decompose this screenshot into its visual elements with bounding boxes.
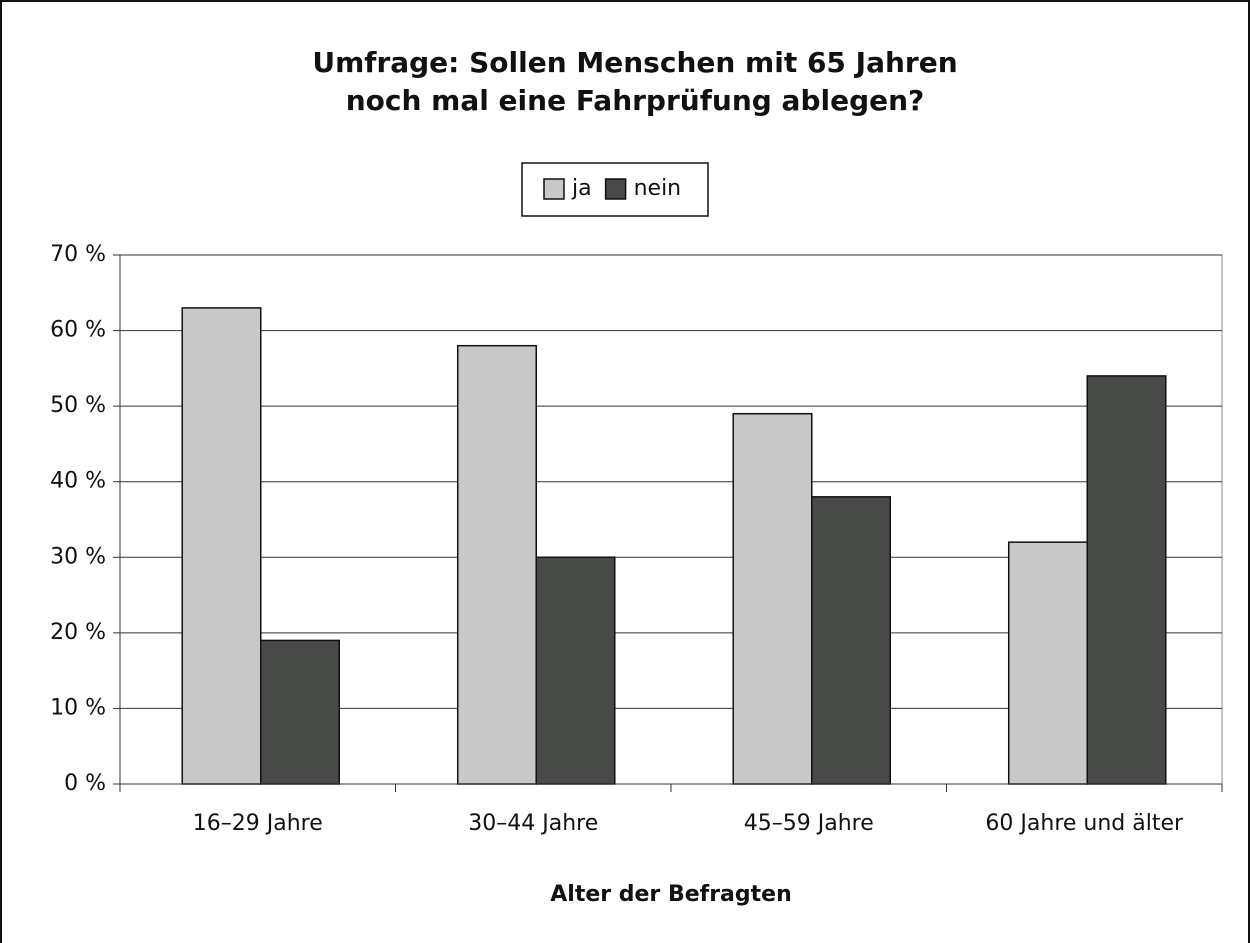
bar	[811, 496, 892, 785]
bar	[181, 307, 262, 785]
bar	[456, 344, 538, 785]
bar	[535, 556, 616, 785]
y-tick-label: 10 %	[50, 695, 106, 720]
x-tick-label: 30–44 Jahre	[468, 811, 598, 836]
legend-label: ja	[571, 176, 592, 201]
x-tick-label: 45–59 Jahre	[744, 811, 874, 836]
bar	[1007, 541, 1088, 785]
y-tick-label: 40 %	[50, 469, 106, 494]
y-tick-label: 20 %	[50, 620, 106, 645]
x-tick-label: 60 Jahre und älter	[985, 811, 1184, 836]
x-axis-label: Alter der Befragten	[550, 882, 792, 907]
x-tick-label: 16–29 Jahre	[193, 811, 323, 836]
legend-swatch	[543, 178, 565, 200]
y-tick-label: 50 %	[50, 393, 106, 418]
bar	[1086, 375, 1167, 785]
chart-title: Umfrage: Sollen Menschen mit 65 Jahren n…	[312, 46, 958, 117]
y-tick-label: 0 %	[64, 771, 106, 796]
y-tick-label: 60 %	[50, 318, 106, 343]
y-tick-label: 30 %	[50, 544, 106, 569]
y-tick-label: 70 %	[50, 242, 106, 267]
bar	[260, 639, 341, 785]
bar	[732, 412, 813, 785]
legend-swatch	[604, 178, 627, 200]
legend-label: nein	[634, 176, 682, 201]
